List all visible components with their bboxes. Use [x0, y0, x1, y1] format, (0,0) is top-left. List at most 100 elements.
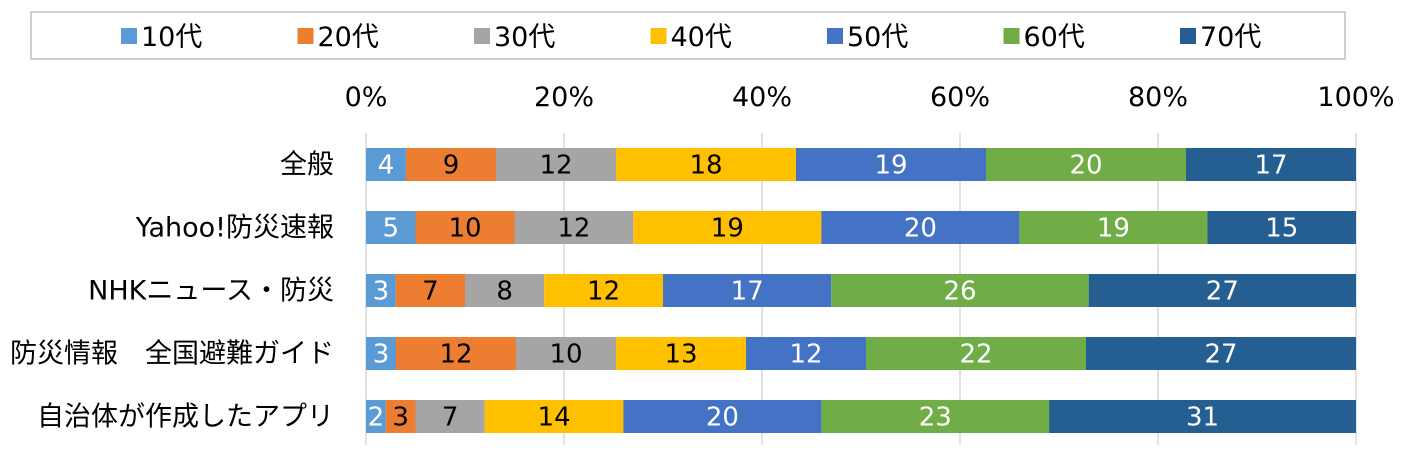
category-label: NHKニュース・防災	[88, 276, 334, 307]
bars: 4 9 12 18 19 20 175 10 12 19 20 19 153 7 8 12 17 26 273 12 1…	[366, 148, 1356, 433]
data-label: 12	[557, 214, 590, 244]
bar-segment	[616, 148, 796, 181]
data-label: 19	[874, 151, 907, 181]
data-label: 3	[373, 340, 390, 370]
data-label: 10	[448, 214, 481, 244]
bar-segment	[366, 274, 396, 307]
data-label: 17	[731, 277, 764, 307]
bar-segment	[385, 400, 416, 433]
legend-label: 40代	[671, 22, 732, 53]
bar-segment	[746, 337, 866, 370]
bar-segment	[366, 148, 406, 181]
legend-label: 60代	[1024, 22, 1085, 53]
data-label: 3	[373, 277, 390, 307]
data-label: 13	[664, 340, 697, 370]
bar-segment	[544, 274, 663, 307]
legend-label: 50代	[847, 22, 908, 53]
data-label: 12	[439, 340, 472, 370]
data-label: 19	[711, 214, 744, 244]
data-label: 9	[443, 151, 460, 181]
bar-segment	[415, 211, 515, 244]
data-label: 27	[1206, 277, 1239, 307]
bar-segment	[821, 211, 1020, 244]
bar-segment	[821, 400, 1050, 433]
bar-segment	[1086, 337, 1356, 370]
legend-box	[30, 11, 1346, 60]
bar-segment	[616, 337, 746, 370]
data-label: 20	[706, 403, 739, 433]
bar-segment	[986, 148, 1186, 181]
bar-segment	[465, 274, 545, 307]
bar-segment	[395, 274, 465, 307]
legend-swatch	[1180, 28, 1196, 44]
bar-segment	[1088, 274, 1356, 307]
data-label: 2	[368, 403, 385, 433]
bar-segment	[1019, 211, 1208, 244]
x-tick-label: 80%	[1128, 82, 1188, 113]
legend-swatch	[827, 28, 843, 44]
data-label: 7	[422, 277, 439, 307]
bar-segment	[663, 274, 832, 307]
category-label: 自治体が作成したアプリ	[37, 402, 334, 433]
legend: 10代 20代 30代 40代 50代 60代 70代	[121, 22, 1261, 53]
data-label: 20	[904, 214, 937, 244]
data-label: 31	[1186, 403, 1219, 433]
bar-segment	[1207, 211, 1356, 244]
bar-segment	[415, 400, 485, 433]
legend-label: 10代	[141, 22, 202, 53]
bar-segment	[396, 337, 516, 370]
data-label: 18	[689, 151, 722, 181]
x-tick-label: 60%	[930, 82, 990, 113]
legend-swatch	[1003, 28, 1020, 44]
bar-segment	[633, 211, 822, 244]
category-label: 防災情報 全国避難ガイド	[10, 339, 334, 370]
data-label: 12	[789, 340, 822, 370]
category-label: Yahoo!防災速報	[135, 213, 334, 244]
legend-swatch	[121, 28, 137, 44]
x-tick-label: 20%	[534, 82, 594, 113]
bar-segment	[866, 337, 1086, 370]
bar-segment	[366, 211, 416, 244]
x-tick-label: 100%	[1317, 82, 1394, 113]
data-label: 4	[378, 151, 395, 181]
legend-swatch	[297, 28, 314, 44]
legend-label: 20代	[318, 22, 379, 53]
data-label: 15	[1265, 214, 1298, 244]
data-label: 20	[1069, 151, 1102, 181]
data-label: 23	[919, 403, 952, 433]
x-axis-ticks: 0% 20% 40% 60% 80% 100%	[345, 82, 1395, 113]
bar-segment	[514, 211, 634, 244]
data-label: 27	[1204, 340, 1237, 370]
category-label: 全般	[280, 150, 334, 181]
data-label: 7	[442, 403, 459, 433]
legend-swatch	[650, 28, 667, 44]
data-label: 8	[496, 277, 513, 307]
bar-segment	[484, 400, 624, 433]
data-label: 12	[587, 277, 620, 307]
bar-segment	[831, 274, 1089, 307]
data-label: 26	[943, 277, 976, 307]
bar-segment	[1049, 400, 1356, 433]
legend-label: 30代	[494, 22, 555, 53]
bar-segment	[1186, 148, 1356, 181]
data-label: 22	[959, 340, 992, 370]
data-label: 19	[1097, 214, 1130, 244]
data-label: 5	[382, 214, 399, 244]
data-label: 3	[392, 403, 409, 433]
bar-segment	[796, 148, 986, 181]
x-tick-label: 0%	[345, 82, 388, 113]
x-tick-label: 40%	[732, 82, 792, 113]
data-label: 12	[539, 151, 572, 181]
data-label: 17	[1254, 151, 1287, 181]
bar-segment	[623, 400, 822, 433]
bar-segment	[496, 148, 616, 181]
data-label: 10	[549, 340, 582, 370]
legend-swatch	[474, 28, 490, 44]
bar-segment	[516, 337, 616, 370]
legend-label: 70代	[1200, 22, 1261, 53]
bar-segment	[366, 337, 396, 370]
bar-segment	[406, 148, 496, 181]
data-label: 14	[538, 403, 571, 433]
